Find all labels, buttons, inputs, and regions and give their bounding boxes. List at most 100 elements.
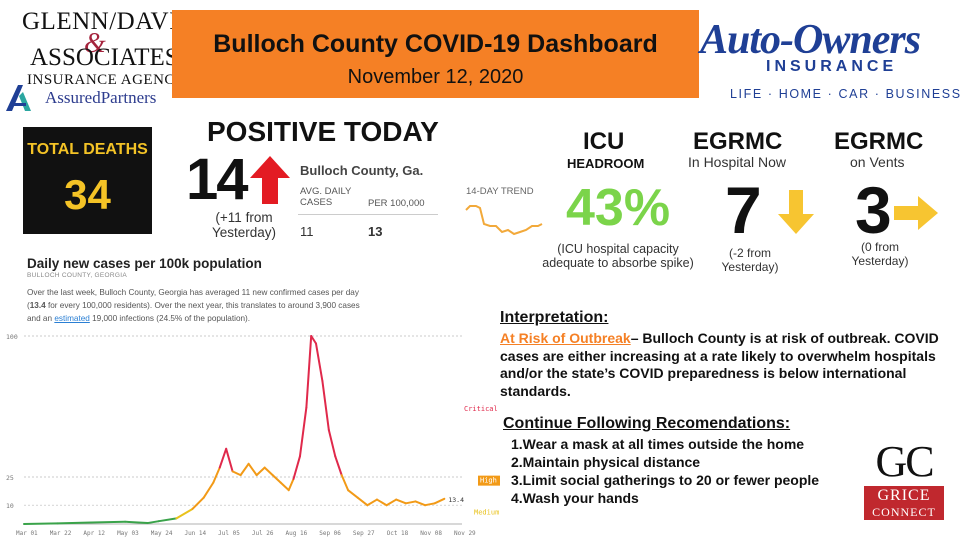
x-tick-label: Sep 06 (319, 530, 341, 537)
glenn-davis-logo-line1: GLENN/DAVIS (22, 8, 193, 35)
x-tick-label: Aug 16 (286, 530, 308, 537)
series-segment (375, 498, 388, 507)
x-tick-label: Jul 05 (218, 530, 240, 537)
chart-description-bold: 13.4 (29, 301, 46, 310)
series-segment (191, 496, 205, 510)
page-title: Bulloch County COVID-19 Dashboard (213, 30, 658, 58)
series-segment (247, 462, 258, 477)
total-deaths-value: 34 (64, 171, 111, 218)
icu-note: (ICU hospital capacity adequate to absor… (542, 242, 694, 270)
egrmc-hospital-subtitle: In Hospital Now (688, 154, 787, 170)
series-segment (212, 466, 221, 484)
arrow-up-red-icon (250, 156, 290, 204)
series-segment (263, 466, 274, 477)
trend-label: 14-DAY TREND (466, 186, 534, 197)
arrow-right-yellow-icon (894, 196, 938, 230)
threshold-label-medium: Medium (474, 509, 499, 517)
series-segment (225, 447, 234, 473)
series-segment (124, 520, 149, 525)
grice-connect-logo-line2: CONNECT (872, 505, 936, 519)
series-segment (414, 500, 427, 507)
chart-title: Daily new cases per 100k population (27, 256, 262, 271)
egrmc-vents-title: EGRMC (834, 128, 924, 155)
page-date: November 12, 2020 (347, 66, 524, 88)
egrmc-hospital-title: EGRMC (693, 128, 783, 155)
icu-headroom-value: 43% (566, 179, 671, 237)
series-segment (385, 498, 398, 507)
series-segment (202, 481, 215, 499)
series-segment (279, 481, 290, 492)
positive-today-change-note: (+11 from Yesterday) (211, 210, 277, 240)
x-tick-label: Mar 22 (50, 530, 72, 537)
y-tick-label: 10 (6, 502, 14, 510)
grice-connect-logo-line1: GRICE (877, 487, 931, 504)
assured-partners-a-icon (6, 85, 31, 111)
county-table-divider (298, 214, 438, 215)
icu-title: ICU (583, 128, 625, 155)
avg-daily-cases-value: 11 (300, 224, 314, 239)
recommendation-item: 1.Wear a mask at all times outside the h… (511, 436, 805, 452)
series-segment (315, 342, 324, 383)
series-segment (231, 470, 242, 477)
auto-owners-insurance-text: INSURANCE (766, 58, 898, 75)
series-segment (56, 521, 93, 525)
egrmc-hospital-value: 7 (725, 173, 762, 247)
glenn-davis-logo-ampersand: & (84, 28, 106, 59)
series-segment (327, 429, 337, 458)
series-segment (433, 497, 446, 505)
total-deaths-card: TOTAL DEATHS 34 (23, 127, 152, 234)
positive-today-title: POSITIVE TODAY (207, 116, 439, 147)
series-segment (404, 500, 417, 505)
arrow-down-yellow-icon (778, 190, 814, 234)
recommendations-heading: Continue Following Recomendations: (503, 415, 791, 432)
y-tick-label: 25 (6, 474, 14, 482)
series-segment (310, 335, 317, 345)
series-segment (334, 455, 343, 477)
daily-cases-chart: 10 25 100 Mar 01 Mar 22 Apr 12 May 03 May 24 Jun… (6, 333, 500, 537)
x-tick-label: Nov 08 (420, 530, 442, 537)
icu-subtitle: HEADROOM (567, 156, 645, 171)
grice-connect-logo-box (864, 486, 944, 520)
series-segment (23, 522, 59, 525)
county-label: Bulloch County, Ga. (300, 163, 424, 178)
threshold-label-critical: Critical (464, 405, 498, 413)
positive-today-value: 14 (186, 147, 248, 212)
per-100k-value: 13 (368, 224, 383, 239)
glenn-davis-logo-line3: INSURANCE AGENCY (27, 72, 187, 88)
series-segment (340, 474, 350, 492)
threshold-label-high-bg (478, 475, 500, 486)
per-100k-label: PER 100,000 (368, 198, 425, 209)
current-value-label: 13.4 (448, 496, 464, 504)
auto-owners-tagline: LIFE · HOME · CAR · BUSINESS (730, 87, 960, 101)
title-banner: Bulloch County COVID-19 Dashboard Novemb… (172, 10, 699, 98)
y-tick-label: 100 (6, 333, 18, 341)
series-segment (347, 489, 359, 499)
chart-description-part2: for every 100,000 residents). Over the n… (27, 301, 360, 323)
series-segment (287, 477, 295, 492)
estimated-link[interactable]: estimated (54, 314, 90, 323)
x-tick-label: Nov 29 (454, 530, 476, 537)
x-tick-label: Jun 14 (184, 530, 206, 537)
series-segment (395, 498, 407, 505)
series-segment (146, 520, 160, 525)
auto-owners-logo-text: Auto-Owners (700, 17, 921, 63)
egrmc-hospital-note: (-2 from Yesterday) (721, 246, 779, 274)
glenn-davis-logo-line2: ASSOCIATES (30, 44, 179, 71)
avg-daily-cases-label: AVG. DAILY CASES (300, 186, 352, 208)
series-segment (366, 498, 378, 507)
chart-description: Over the last week, Bulloch County, Geor… (27, 286, 367, 325)
series-segment (218, 447, 228, 469)
series-segment (175, 507, 194, 520)
series-segment (321, 380, 330, 431)
fourteen-day-trend-sparkline (465, 205, 543, 236)
interpretation-heading: Interpretation: (500, 309, 609, 326)
x-tick-label: Sep 27 (353, 530, 375, 537)
egrmc-vents-subtitle: on Vents (850, 154, 905, 170)
interpretation-text: – Bulloch County is at risk of outbreak.… (500, 330, 939, 399)
series-segment (424, 502, 436, 507)
x-tick-label: Oct 18 (387, 530, 409, 537)
series-segment (157, 517, 178, 523)
recommendation-item: 3.Limit social gatherings to 20 or fewer… (511, 472, 820, 488)
x-tick-label: May 24 (151, 530, 173, 537)
egrmc-vents-value: 3 (855, 173, 892, 247)
